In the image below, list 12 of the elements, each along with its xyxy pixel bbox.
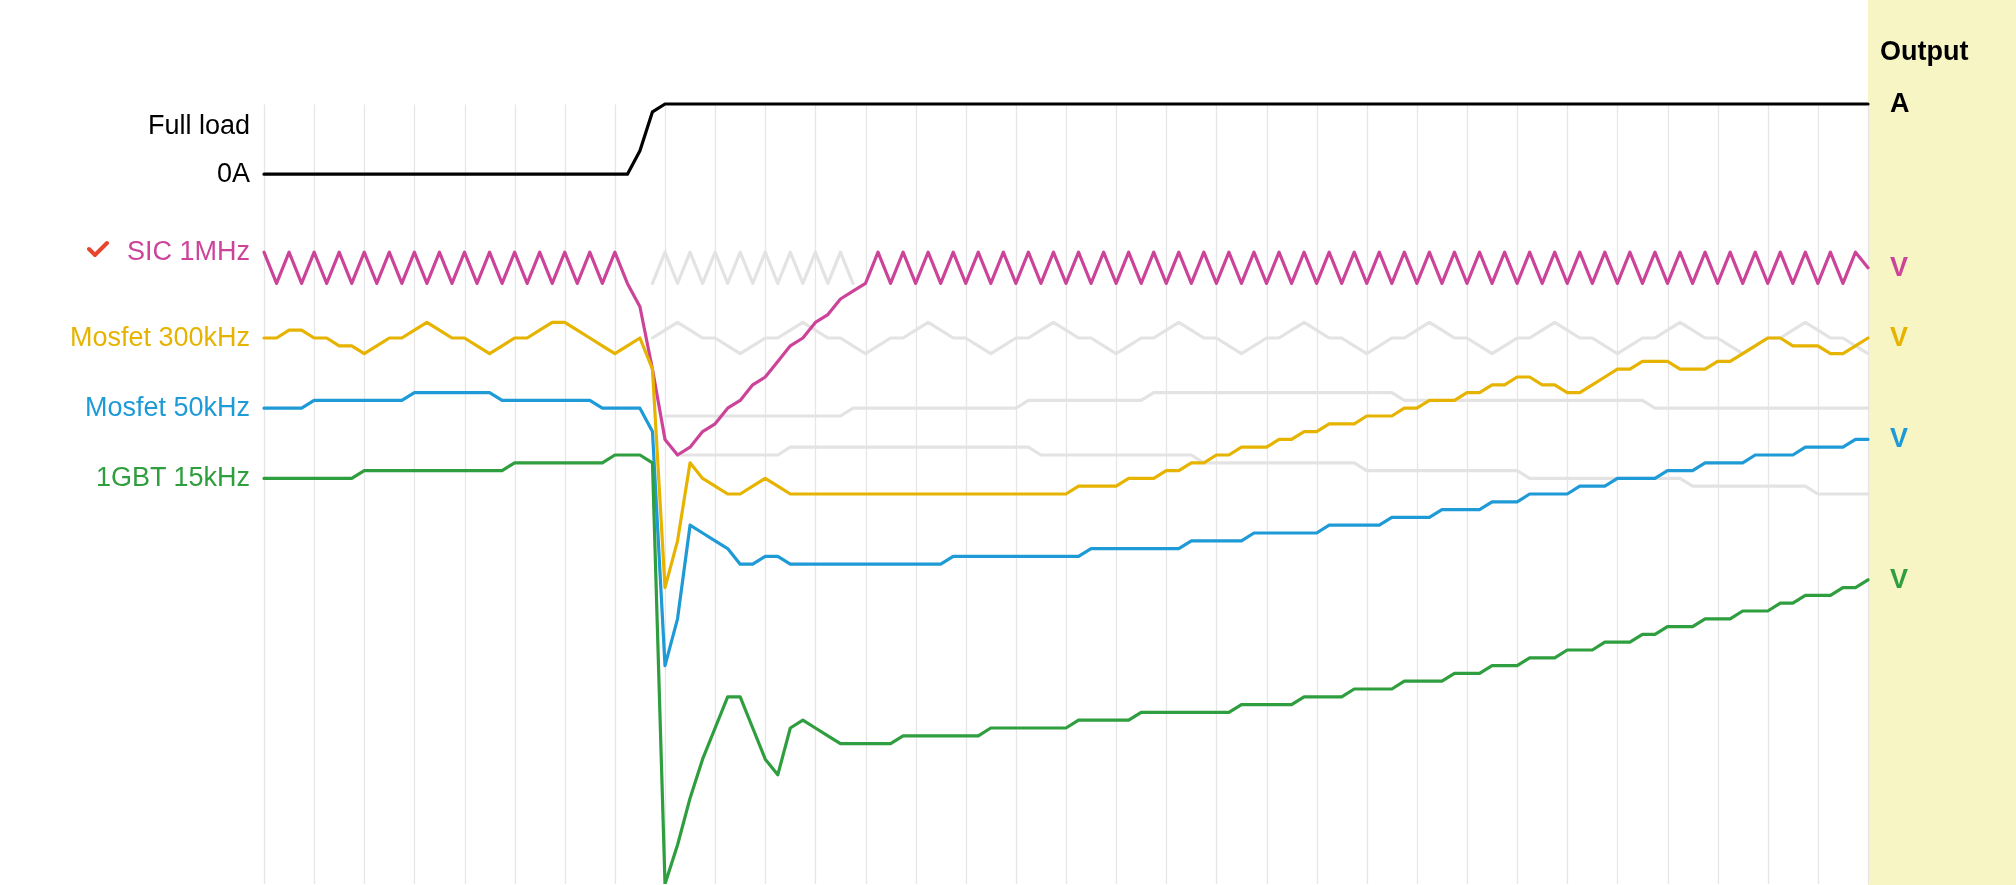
text: V bbox=[1890, 423, 1909, 454]
text: V bbox=[1890, 251, 1909, 282]
series-label: Mosfet 300kHz bbox=[69, 322, 250, 352]
text: A bbox=[1890, 88, 1910, 118]
text: 0A bbox=[216, 158, 250, 189]
series-label: Mosfet 50kHz bbox=[84, 392, 250, 423]
text: Output bbox=[1880, 36, 1969, 66]
text: Full load bbox=[147, 110, 250, 140]
series-label: SIC 1MHz bbox=[126, 236, 250, 267]
series-label: 1GBT 15kHz bbox=[95, 462, 250, 493]
text: V bbox=[1890, 563, 1909, 594]
text: V bbox=[1890, 322, 1909, 352]
